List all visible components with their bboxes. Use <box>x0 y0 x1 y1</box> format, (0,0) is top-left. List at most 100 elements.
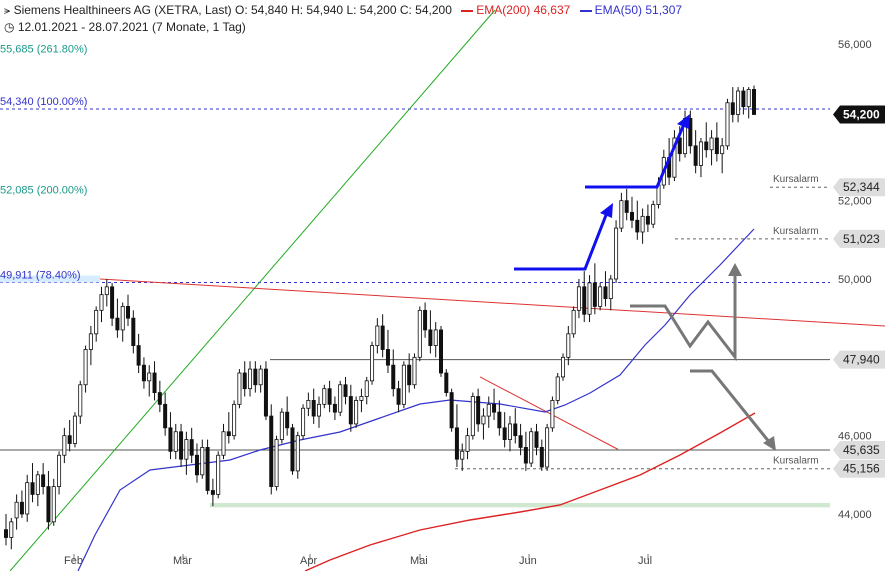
candle-body <box>380 325 385 350</box>
candle-body <box>428 329 433 346</box>
candle-body <box>88 333 93 350</box>
y-tick-label: 52,000 <box>838 196 872 208</box>
x-tick-label-jul: Jul <box>638 555 652 567</box>
candle-body <box>322 388 327 405</box>
candle-body <box>311 400 316 417</box>
alarm-label: Kursalarm <box>773 456 819 467</box>
candle-body <box>709 137 714 151</box>
candle-body <box>248 368 253 390</box>
candle-body <box>555 376 560 401</box>
candle-body <box>545 427 550 468</box>
x-tick-label-mai: Mai <box>410 555 428 567</box>
candle-body <box>242 372 247 390</box>
candle-body <box>104 286 109 296</box>
candle-body <box>274 439 279 487</box>
candle-body <box>529 431 534 464</box>
candle-body <box>163 403 168 429</box>
gray-arrow-down <box>690 369 772 444</box>
candle-body <box>635 219 640 233</box>
price-label: 45,635 <box>843 443 880 457</box>
price-label-box <box>833 229 885 248</box>
candle-body <box>539 447 544 468</box>
candle-body <box>507 423 512 440</box>
candle-body <box>640 215 645 233</box>
blue-arrow-2 <box>585 121 687 189</box>
candle-body <box>688 118 693 147</box>
blue-arrow-1-head <box>600 203 613 218</box>
candle-body <box>752 89 757 115</box>
candle-body <box>614 227 619 280</box>
candle-body <box>126 306 131 319</box>
candle-body <box>698 141 703 166</box>
candle-body <box>57 454 62 487</box>
candle-body <box>534 431 539 448</box>
price-label-box <box>833 350 885 369</box>
candle-body <box>449 392 454 429</box>
x-tick-label-apr: Apr <box>300 555 317 567</box>
red-short-trendline <box>479 376 619 450</box>
candle-body <box>454 427 459 460</box>
candle-body <box>179 431 184 460</box>
candle-body <box>439 329 444 374</box>
price-label: 54,200 <box>843 108 880 122</box>
price-label-box <box>833 178 885 197</box>
candle-body <box>736 90 741 115</box>
candle-body <box>62 435 67 456</box>
candle-body <box>720 145 725 155</box>
fib-label: 49,911 (78.40%) <box>0 269 81 281</box>
x-tick-label-jun: Jun <box>519 555 537 567</box>
candle-body <box>67 435 72 444</box>
candle-body <box>412 356 417 386</box>
candle-body <box>396 388 401 405</box>
candle-body <box>136 345 141 366</box>
y-tick-label: 50,000 <box>838 274 872 286</box>
candle-body <box>72 415 77 444</box>
ema200-legend-label: EMA(200) <box>476 3 531 17</box>
candle-body <box>523 447 528 464</box>
candle-body <box>120 306 125 331</box>
chart-type-icon[interactable]: ⪫ <box>4 5 11 17</box>
open-value: O: 54,840 <box>235 3 288 17</box>
candle-body <box>550 400 555 429</box>
candle-body <box>518 435 523 448</box>
candle-body <box>730 102 735 115</box>
ema200-legend-swatch <box>461 9 474 12</box>
candle-body <box>35 474 40 495</box>
candle-body <box>672 137 677 178</box>
candle-body <box>465 435 470 452</box>
candle-body <box>359 396 364 401</box>
y-tick-label: 46,000 <box>838 431 872 443</box>
candle-body <box>14 501 19 519</box>
red-resistance-line <box>99 278 885 327</box>
candle-body <box>41 474 46 487</box>
x-tick-label-feb: Feb <box>64 555 83 567</box>
candle-body <box>279 411 284 440</box>
candle-body <box>370 345 375 382</box>
ema200-line <box>304 412 756 571</box>
candle-body <box>189 439 194 456</box>
candle-body <box>619 200 624 229</box>
candle-body <box>232 403 237 437</box>
candle-body <box>78 384 83 417</box>
candle-body <box>99 294 104 311</box>
candle-body <box>332 403 337 413</box>
candle-body <box>587 282 592 315</box>
candle-body <box>338 384 343 413</box>
candle-body <box>364 380 369 397</box>
candle-body <box>348 396 353 425</box>
candle-body <box>269 415 274 487</box>
alarm-label: Kursalarm <box>773 226 819 237</box>
candle-body <box>486 403 491 417</box>
candle-body <box>571 309 576 335</box>
candle-body <box>141 364 146 382</box>
candle-body <box>285 411 290 429</box>
candle-body <box>343 384 348 397</box>
candle-body <box>561 356 566 378</box>
candle-body <box>502 427 507 440</box>
candle-body <box>237 372 242 405</box>
candle-body <box>295 435 300 472</box>
candle-body <box>152 372 157 393</box>
chart-header: ⪫ Siemens Healthineers AG (XETRA, Last) … <box>4 3 682 18</box>
gray-arrow-down-head <box>763 436 776 451</box>
